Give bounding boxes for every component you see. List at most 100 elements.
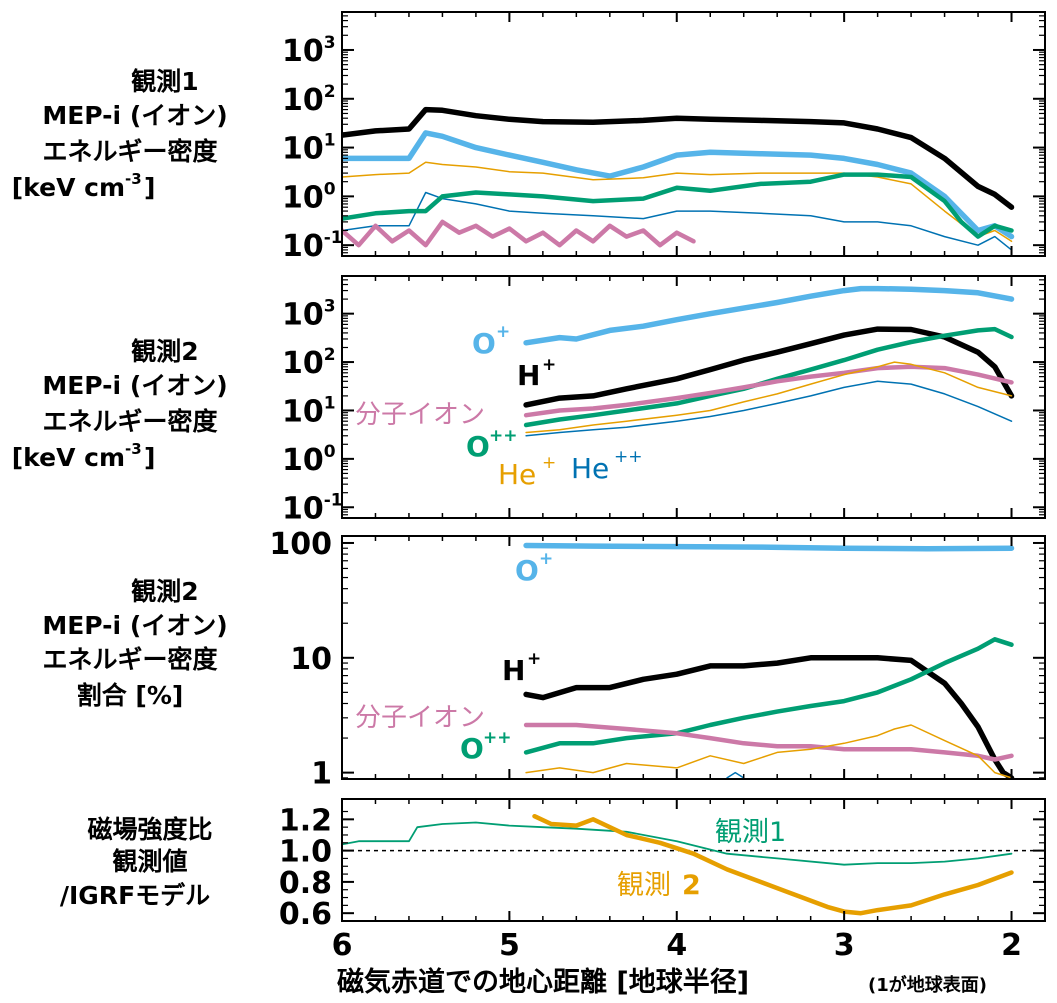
panel-frame: [341, 798, 1046, 922]
panel3-label: 観測2 MEP-i (イオン) エネルギー密度 割合 [%]: [42, 577, 227, 710]
series-line-He++: [525, 380, 1013, 437]
y-tick-label: 10-1: [282, 490, 343, 526]
label-He++: He: [571, 452, 609, 485]
y-tick-label: 102: [282, 82, 336, 118]
y-tick-label: 102: [282, 345, 336, 381]
series-line-He++: [726, 771, 745, 779]
x-tick-label: 2: [1001, 928, 1022, 963]
x-tick-label: 6: [332, 928, 353, 963]
panel4-label-line2: 観測値: [112, 847, 187, 876]
panel2-label-sup: -3: [125, 440, 142, 458]
panel-frame: [341, 275, 1046, 519]
series-line-観測1: [342, 821, 1013, 866]
label-O++-sup-p3: ++: [483, 728, 512, 748]
series-line-観測2: [532, 813, 1014, 916]
y-tick-label: 10: [290, 642, 332, 677]
panel1-label-line4: [keV cm: [12, 173, 125, 202]
label-He++-sup: ++: [614, 447, 643, 467]
series-line-分子イオン: [342, 219, 696, 248]
label-He+-sup: +: [542, 453, 556, 473]
y-tick-label: 0.6: [279, 897, 332, 932]
x-axis-title: 磁気赤道での地心距離 [地球半径]: [337, 966, 749, 998]
y-tick-label: 101: [282, 131, 336, 167]
label-He+: He: [498, 458, 536, 491]
panel4-series-labels: 観測1 観測 2: [617, 817, 786, 901]
panel1-label-line2: MEP-i (イオン): [42, 101, 227, 130]
series-line-H+: [342, 106, 1015, 210]
panel1-label-bracket: ]: [144, 173, 155, 202]
label-obs2-num: 2: [682, 870, 701, 901]
panel2-label-line3: エネルギー密度: [42, 407, 217, 436]
label-molecular-ion: 分子イオン: [355, 400, 485, 430]
label-O+-sup: +: [496, 322, 510, 342]
label-O++-p3: O: [460, 732, 484, 765]
y-tick-label: 0.8: [279, 866, 332, 901]
series-line-分子イオン: [523, 364, 1014, 418]
y-tick-label: 10-1: [282, 228, 343, 264]
panel2-label-line1: 観測2: [131, 337, 198, 366]
label-O++: O: [466, 430, 490, 463]
panel3-label-line2: MEP-i (イオン): [42, 611, 227, 640]
label-O+-sup-p3: +: [539, 549, 553, 569]
series-line-O+: [342, 130, 1015, 240]
label-obs1: 観測1: [715, 817, 786, 848]
label-H+-sup: +: [542, 355, 556, 375]
series-line-H+: [523, 655, 1015, 779]
panel2-plot: 10-1 100 101 102 103: [282, 275, 1046, 526]
series-line-分子イオン: [523, 722, 1014, 762]
label-molecular-ion-p3: 分子イオン: [355, 703, 485, 733]
series-line-He++: [342, 191, 1013, 251]
y-tick-label: 1.0: [279, 835, 332, 870]
panel3-label-line4: 割合 [%]: [77, 681, 184, 710]
panel3-label-line3: エネルギー密度: [42, 645, 217, 674]
panel1-label-line3: エネルギー密度: [42, 137, 217, 166]
panel1-label-sup: -3: [125, 170, 142, 188]
x-axis-note: (1が地球表面): [868, 974, 987, 996]
series-line-O+: [523, 285, 1015, 346]
series-line-He+: [525, 361, 1013, 434]
panel2-label-line2: MEP-i (イオン): [42, 371, 227, 400]
label-H+-p3: H: [502, 654, 525, 687]
panel4-plot: 6 5 4 3 2 0.60.81.01.2: [279, 798, 1046, 963]
series-line-O++: [342, 172, 1014, 239]
panel-frame: [341, 535, 1046, 780]
panel3-label-line1: 観測2: [131, 577, 198, 606]
label-O+: O: [472, 327, 496, 360]
y-tick-label: 100: [269, 527, 332, 562]
x-tick-label: 5: [499, 928, 520, 963]
panel1-plot: 10-1 100 101 102 103: [282, 11, 1046, 264]
panel2-label-line4: [keV cm: [12, 443, 125, 472]
panel3-plot: 1 10 100: [269, 527, 1046, 792]
panel4-label-line3: /IGRFモデル: [60, 881, 210, 910]
series-line-O++: [523, 637, 1014, 755]
y-tick-label: 100: [282, 442, 336, 478]
y-tick-label: 100: [282, 179, 336, 215]
series-line-H+: [523, 326, 1015, 408]
panel1-label: 観測1 MEP-i (イオン) エネルギー密度 [keV cm -3 ]: [12, 67, 228, 202]
label-O+-p3: O: [515, 554, 539, 587]
panel2-label-bracket: ]: [144, 443, 155, 472]
label-H+-sup-p3: +: [527, 649, 541, 669]
label-H+: H: [517, 359, 540, 392]
panel4-label: 磁場強度比 観測値 /IGRFモデル: [60, 815, 213, 910]
x-tick-label: 3: [834, 928, 855, 963]
label-O++-sup: ++: [489, 426, 518, 446]
x-tick-label: 4: [666, 928, 687, 963]
panel4-label-line1: 磁場強度比: [87, 815, 212, 844]
panel1-label-line1: 観測1: [131, 67, 198, 96]
y-tick-label: 1.2: [279, 803, 332, 838]
y-tick-label: 1: [311, 757, 332, 792]
y-tick-label: 101: [282, 393, 336, 429]
panel2-species-labels: O + H + 分子イオン O ++ He + He ++: [355, 322, 643, 491]
panel-frame: [341, 11, 1046, 257]
series-line-O+: [523, 542, 1015, 552]
series-line-He+: [525, 724, 1013, 779]
panel2-label: 観測2 MEP-i (イオン) エネルギー密度 [keV cm -3 ]: [12, 337, 228, 472]
series-line-He+: [342, 161, 1013, 243]
series-line-O++: [523, 326, 1014, 428]
y-tick-label: 103: [282, 297, 336, 333]
y-tick-label: 103: [282, 33, 336, 69]
label-obs2: 観測: [617, 870, 671, 901]
panel3-species-labels: O + H + 分子イオン O ++: [355, 549, 553, 765]
